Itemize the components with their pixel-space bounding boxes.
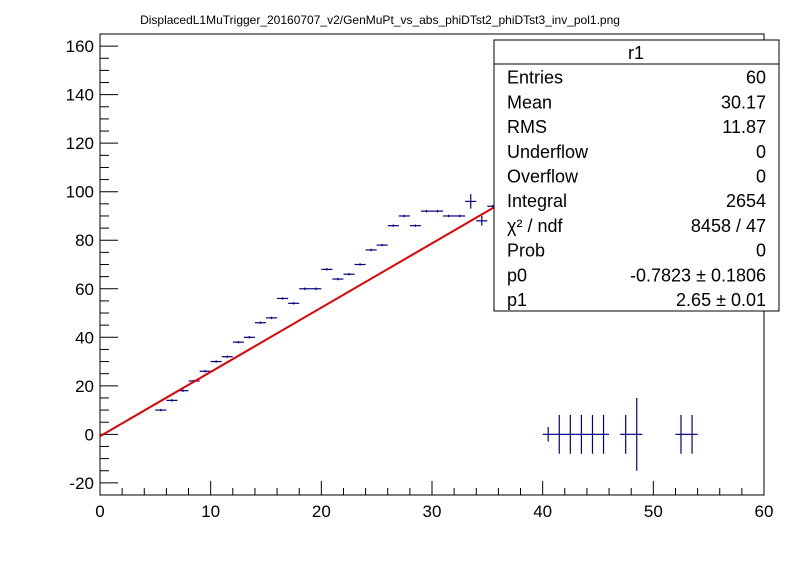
data-point [675, 414, 687, 454]
stats-row-label: Overflow [507, 167, 579, 187]
data-point [243, 336, 255, 339]
stats-box-frame [493, 39, 780, 312]
stats-row-label: χ² / ndf [507, 216, 563, 236]
data-point [288, 302, 300, 305]
data-point [443, 214, 455, 218]
stats-row-label: p0 [507, 265, 527, 285]
data-point [310, 287, 322, 290]
data-point [254, 321, 266, 324]
data-point [465, 194, 477, 209]
y-tick-label: 80 [75, 231, 94, 250]
data-point [387, 224, 399, 227]
data-point [343, 272, 355, 276]
y-tick-label: -20 [69, 474, 94, 493]
y-tick-label: 160 [66, 37, 94, 56]
data-point [210, 360, 222, 363]
stats-row-label: Integral [507, 191, 567, 211]
stats-row-label: Mean [507, 92, 552, 112]
stats-row-value: 0 [756, 142, 766, 162]
data-point [398, 214, 410, 218]
data-point [620, 414, 632, 454]
data-point [321, 268, 333, 271]
y-tick-label: 140 [66, 86, 94, 105]
stats-row-value: 2654 [726, 191, 766, 211]
stats-rows: Entries 60 Mean 30.17 RMS 11.87 Underflow 0 Over… [507, 68, 766, 310]
stats-box: r1 Entries 60 Mean 30.17 RMS 11.87 Underflow 0 O… [493, 39, 780, 312]
y-tick-label: 60 [75, 280, 94, 299]
data-point [277, 297, 289, 300]
data-point [376, 243, 388, 247]
data-point [332, 277, 344, 281]
y-tick-label: 20 [75, 377, 94, 396]
stats-row-value: 0 [756, 167, 766, 187]
data-point [476, 215, 488, 226]
data-point [420, 209, 432, 213]
y-tick-label: 100 [66, 183, 94, 202]
y-tick-label: 120 [66, 134, 94, 153]
data-point [354, 263, 366, 266]
stats-row-label: Entries [507, 68, 563, 88]
data-point [199, 370, 211, 373]
data-point [166, 399, 178, 402]
stats-row-value: -0.7823 ± 0.1806 [630, 265, 766, 285]
data-point [631, 397, 643, 471]
stats-box-name: r1 [628, 43, 644, 63]
x-tick-label: 60 [755, 502, 774, 521]
x-tick-label: 0 [95, 502, 104, 521]
stats-row-label: Prob [507, 241, 545, 261]
data-point [155, 408, 167, 412]
stats-row-value: 60 [746, 68, 766, 88]
x-tick-label: 10 [201, 502, 220, 521]
stats-row-value: 0 [756, 241, 766, 261]
data-point [365, 248, 377, 252]
y-tick-label: 0 [85, 425, 94, 444]
data-point [542, 427, 554, 442]
y-tick-label: 40 [75, 328, 94, 347]
data-point [575, 414, 587, 454]
data-point [432, 209, 444, 213]
data-point [553, 414, 565, 454]
data-point [598, 414, 610, 454]
data-point [409, 224, 421, 227]
data-point [564, 414, 576, 454]
x-tick-label: 40 [533, 502, 552, 521]
data-point [232, 340, 244, 344]
stats-row-label: RMS [507, 117, 547, 137]
data-point [686, 414, 698, 454]
stats-row-value: 11.87 [722, 117, 766, 137]
data-point [221, 355, 233, 358]
stats-row-value: 30.17 [721, 92, 766, 112]
chart-title: DisplacedL1MuTrigger_20160707_v2/GenMuPt… [140, 13, 620, 27]
data-point [586, 414, 598, 454]
data-point [454, 214, 466, 218]
stats-row-value: 2.65 ± 0.01 [676, 290, 766, 310]
x-tick-label: 50 [644, 502, 663, 521]
x-tick-label: 20 [312, 502, 331, 521]
stats-row-label: p1 [507, 290, 527, 310]
data-point [299, 287, 311, 290]
stats-row-value: 8458 / 47 [691, 216, 766, 236]
x-tick-label: 30 [423, 502, 442, 521]
data-point [266, 316, 278, 320]
stats-row-label: Underflow [507, 142, 589, 162]
